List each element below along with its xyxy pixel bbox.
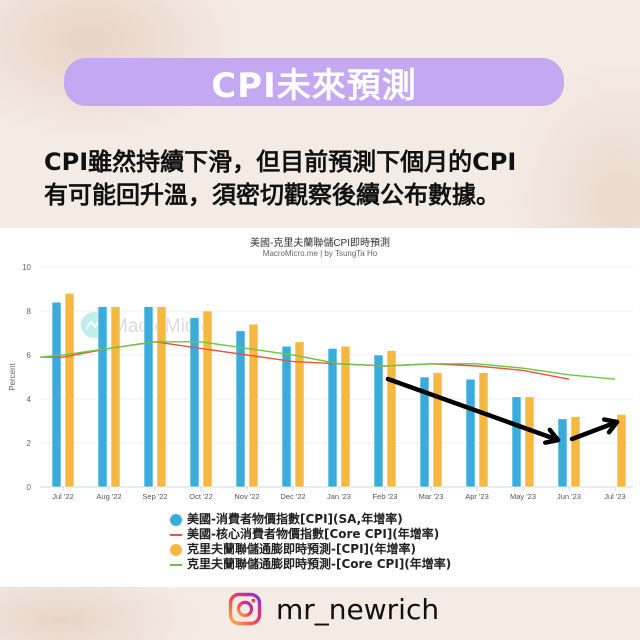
y-tick-label: 2 (27, 439, 32, 448)
x-tick-label: Oct '22 (189, 492, 213, 501)
y-tick-label: 0 (27, 483, 32, 492)
page-title: CPI未來預測 (211, 65, 417, 106)
bar[interactable] (524, 396, 535, 488)
bar[interactable] (432, 372, 443, 488)
bar[interactable] (616, 414, 627, 488)
legend-item-cpi[interactable]: 美國-消費者物價指數[CPI](SA,年增率) (170, 512, 451, 527)
x-tick-label: Nov '22 (234, 492, 259, 501)
legend-item-nowcast-cpi[interactable]: 克里夫蘭聯儲通膨即時預測-[CPI](年增率) (170, 542, 451, 557)
chart-card: 美國-克里夫蘭聯儲CPI即時預測 MacroMicro.me | by Tsun… (0, 228, 640, 587)
bar[interactable] (110, 306, 121, 488)
trend-arrow-icon (569, 417, 620, 442)
bar[interactable] (235, 330, 246, 488)
x-tick-label: Apr '23 (465, 492, 489, 501)
x-tick-label: Feb '23 (373, 492, 398, 501)
chart-title: 美國-克里夫蘭聯儲CPI即時預測 (250, 238, 390, 249)
legend-label: 美國-核心消費者物價指數[Core CPI](年增率) (187, 527, 440, 541)
bar[interactable] (143, 306, 154, 488)
bar[interactable] (156, 306, 167, 488)
bar[interactable] (327, 348, 338, 488)
bar[interactable] (373, 354, 384, 488)
x-tick-label: Jan '23 (327, 492, 351, 501)
legend-item-core-cpi[interactable]: 美國-核心消費者物價指數[Core CPI](年增率) (170, 527, 451, 542)
x-tick-label: Dec '22 (280, 492, 305, 501)
series-line[interactable] (39, 341, 616, 380)
bar[interactable] (97, 306, 108, 488)
x-tick-label: Aug '22 (96, 492, 121, 501)
instagram-icon (228, 592, 262, 626)
legend-label: 克里夫蘭聯儲通膨即時預測-[Core CPI](年增率) (187, 557, 452, 571)
bar[interactable] (386, 350, 397, 488)
legend-item-nowcast-core[interactable]: 克里夫蘭聯儲通膨即時預測-[Core CPI](年增率) (170, 557, 451, 572)
bar[interactable] (64, 293, 75, 488)
bar[interactable] (51, 301, 62, 488)
y-axis-label: Percent (8, 362, 17, 390)
y-tick-label: 4 (27, 395, 32, 404)
bar[interactable] (248, 323, 259, 488)
subtitle: CPI雖然持續下滑，但目前預測下個月的CPI 有可能回升溫，須密切觀察後續公布數… (44, 146, 604, 212)
instagram-handle[interactable]: mr_newrich (276, 592, 440, 626)
bar[interactable] (511, 396, 522, 488)
bar[interactable] (478, 372, 489, 488)
x-tick-label: Sep '22 (142, 492, 167, 501)
subtitle-line-1: CPI雖然持續下滑，但目前預測下個月的CPI (44, 148, 517, 176)
legend-line-icon (170, 533, 182, 536)
legend-dot-icon (170, 543, 182, 556)
chart-legend: 美國-消費者物價指數[CPI](SA,年增率) 美國-核心消費者物價指數[Cor… (170, 512, 451, 572)
bar[interactable] (570, 416, 581, 488)
bar[interactable] (202, 310, 213, 488)
bar[interactable] (281, 345, 292, 488)
legend-line-icon (170, 563, 182, 566)
x-tick-label: Jul '22 (52, 492, 73, 501)
legend-label: 美國-消費者物價指數[CPI](SA,年增率) (187, 512, 403, 526)
bar[interactable] (465, 378, 476, 488)
x-tick-label: Jun '23 (557, 492, 581, 501)
bar[interactable] (557, 418, 568, 488)
bar[interactable] (189, 317, 200, 488)
subtitle-line-2: 有可能回升溫，須密切觀察後續公布數據。 (44, 181, 500, 209)
bar[interactable] (294, 341, 305, 488)
bar[interactable] (340, 345, 351, 488)
title-banner: CPI未來預測 (64, 58, 564, 106)
x-tick-label: Mar '23 (419, 492, 444, 501)
trend-arrow-icon (385, 376, 561, 445)
x-tick-label: Jul '23 (604, 492, 625, 501)
x-tick-label: May '23 (510, 492, 536, 501)
y-tick-label: 8 (27, 307, 32, 316)
bar[interactable] (419, 376, 430, 488)
y-tick-label: 10 (22, 263, 31, 272)
legend-dot-icon (170, 513, 182, 526)
footer: mr_newrich (228, 592, 439, 626)
y-tick-label: 6 (27, 351, 32, 360)
chart-source: MacroMicro.me | by TsungTa Ho (262, 249, 378, 258)
legend-label: 克里夫蘭聯儲通膨即時預測-[CPI](年增率) (187, 542, 416, 556)
